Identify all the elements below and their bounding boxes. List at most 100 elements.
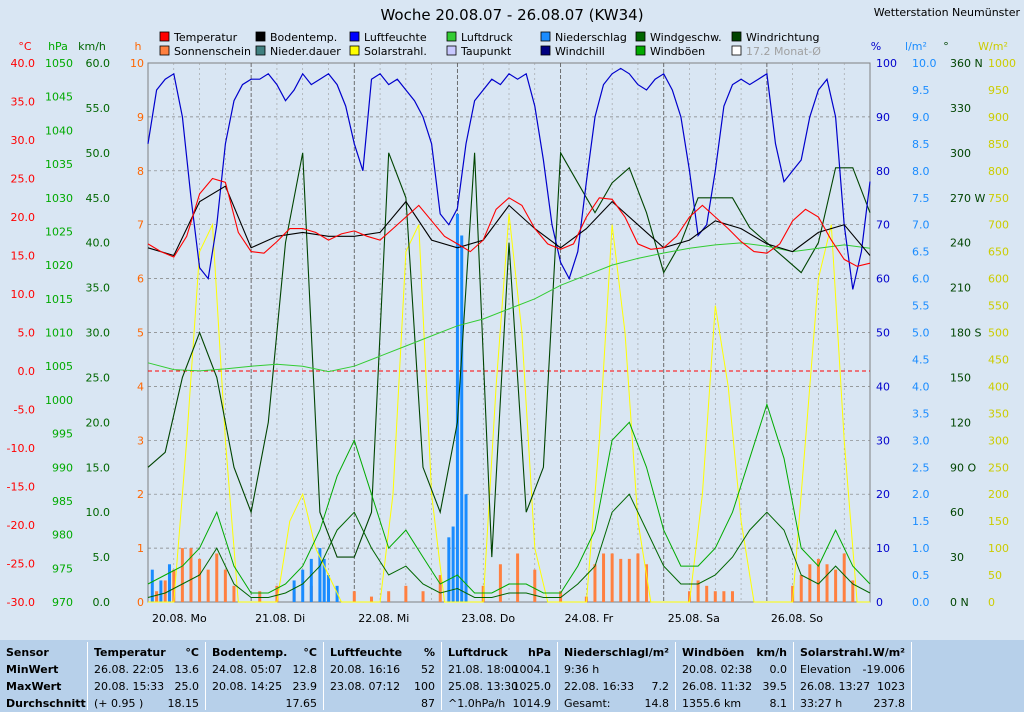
legend-label: Bodentemp. (270, 31, 337, 44)
soil-temp-line (147, 185, 871, 257)
stats-title: Temperatur (94, 646, 166, 659)
temp-axis-tick: -10.0 (7, 442, 35, 455)
legend-swatch (159, 31, 170, 42)
sunshine-bar (516, 553, 520, 602)
temp-axis-tick: 20.0 (11, 211, 36, 224)
pressure-axis-tick: 970 (52, 596, 73, 609)
sunshine-bar (404, 585, 408, 602)
winddir-axis-tick: 0 N (950, 596, 969, 609)
humidity-axis-tick: 0 (876, 596, 883, 609)
stats-date: 20.08. 15:33 (94, 680, 165, 693)
x-axis-label: 23.08. Do (461, 612, 515, 625)
wind-axis-tick: 25.0 (86, 371, 111, 384)
sunshine-axis-tick: 1 (137, 542, 144, 555)
temp-axis-tick: -15.0 (7, 481, 35, 494)
stats-unit: °C (185, 646, 199, 659)
stats-unit: % (423, 646, 435, 659)
legend-swatch (540, 31, 551, 42)
winddir-axis-tick: 150 (950, 371, 971, 384)
legend-swatch (635, 31, 646, 42)
solar-axis-tick: 850 (988, 138, 1009, 151)
station-name: Wetterstation Neumünster (874, 6, 1021, 19)
sunshine-axis-tick: 0 (137, 596, 144, 609)
sunshine-axis-tick: 10 (130, 57, 144, 70)
temp-axis-tick: -30.0 (7, 596, 35, 609)
temp-axis-tick: 5.0 (18, 327, 36, 340)
solar-axis-tick: 150 (988, 515, 1009, 528)
axis-unit-label: h (135, 40, 142, 53)
sunshine-bar (696, 580, 700, 602)
winddir-axis-tick: 210 (950, 282, 971, 295)
sunshine-bar (232, 585, 236, 602)
sunshine-bar (791, 585, 795, 602)
humidity-axis-tick: 60 (876, 273, 890, 286)
stats-value: 1004.1 (512, 663, 552, 676)
stats-date: 20.08. 16:16 (330, 663, 401, 676)
temp-axis-tick: 10.0 (11, 288, 36, 301)
rain-axis-tick: 3.0 (912, 434, 930, 447)
stats-row-label: MinWert (6, 663, 59, 676)
chart-legend: Temperatur Bodentemp. Luftfeuchte Luftdruck… (159, 31, 821, 58)
rain-axis-tick: 7.0 (912, 219, 930, 232)
legend-swatch (446, 31, 457, 42)
solar-axis-tick: 550 (988, 300, 1009, 313)
rain-axis-tick: 10.0 (912, 57, 937, 70)
rain-axis-tick: 5.0 (912, 327, 930, 340)
rain-bar (150, 569, 154, 602)
rain-axis-tick: 3.5 (912, 407, 930, 420)
wind-axis-tick: 15.0 (86, 461, 111, 474)
rain-axis-tick: 9.0 (912, 111, 930, 124)
chart-axes: °C hPa km/h h% l/m² ° W/m²40.035.030.025.020.0… (7, 40, 1016, 625)
axis-unit-label: km/h (78, 40, 106, 53)
wind-axis-tick: 45.0 (86, 192, 111, 205)
stats-column: Sensor MinWert MaxWert Durchschnitt (0, 642, 88, 710)
stats-title: Sensor (6, 646, 49, 659)
rain-axis-tick: 7.5 (912, 192, 930, 205)
stats-title: Niederschlag (564, 646, 646, 659)
sunshine-bar (799, 575, 803, 602)
legend-swatch (349, 31, 360, 42)
sunshine-bar (258, 591, 262, 602)
legend-label: Nieder.dauer (270, 45, 341, 58)
humidity-axis-tick: 80 (876, 165, 890, 178)
axis-unit-label: hPa (48, 40, 68, 53)
sunshine-bar (387, 591, 391, 602)
weather-chart: Woche 20.08.07 - 26.08.07 (KW34) Wetters… (7, 6, 1021, 625)
sunshine-bar (688, 591, 691, 602)
stats-unit: hPa (527, 646, 551, 659)
legend-swatch (159, 45, 170, 56)
solar-axis-tick: 0 (988, 596, 995, 609)
pressure-axis-tick: 980 (52, 529, 73, 542)
stats-unit: l/m² (644, 646, 669, 659)
stats-value: 39.5 (762, 680, 788, 693)
stats-row-label: MaxWert (6, 680, 62, 693)
rain-axis-tick: 8.5 (912, 138, 930, 151)
pressure-axis-tick: 1025 (45, 225, 73, 238)
stats-value: 18.15 (167, 697, 200, 710)
stats-row-label: Durchschnitt (6, 697, 86, 710)
legend-label: Niederschlag (555, 31, 627, 44)
chart-title: Woche 20.08.07 - 26.08.07 (KW34) (380, 6, 643, 24)
stats-unit: W/m² (872, 646, 905, 659)
winddir-axis-tick: 300 (950, 147, 971, 160)
sunshine-bar (206, 569, 210, 602)
stats-value: 0.0 (769, 663, 788, 676)
solar-axis-tick: 700 (988, 219, 1009, 232)
stats-date: Gesamt: (564, 697, 611, 710)
temp-axis-tick: 30.0 (11, 134, 36, 147)
stats-column: Niederschlag l/m² 9:36 h 22.08. 16:33 Gesamt… (558, 642, 676, 710)
solar-axis-tick: 200 (988, 488, 1009, 501)
stats-date: 9:36 h (564, 663, 600, 676)
stats-date: 26.08. 22:05 (94, 663, 165, 676)
sunshine-bar (352, 591, 356, 602)
chart-marks (147, 67, 871, 603)
x-axis-label: 26.08. So (771, 612, 823, 625)
sunshine-bar (602, 553, 606, 602)
temp-axis-tick: 35.0 (11, 96, 36, 109)
stats-unit: °C (303, 646, 317, 659)
legend-swatch (255, 45, 266, 56)
legend-label: Windchill (555, 45, 605, 58)
wind-speed-line (147, 493, 871, 598)
stats-title: Windböen (682, 646, 745, 659)
temp-axis-tick: 0.0 (18, 365, 36, 378)
